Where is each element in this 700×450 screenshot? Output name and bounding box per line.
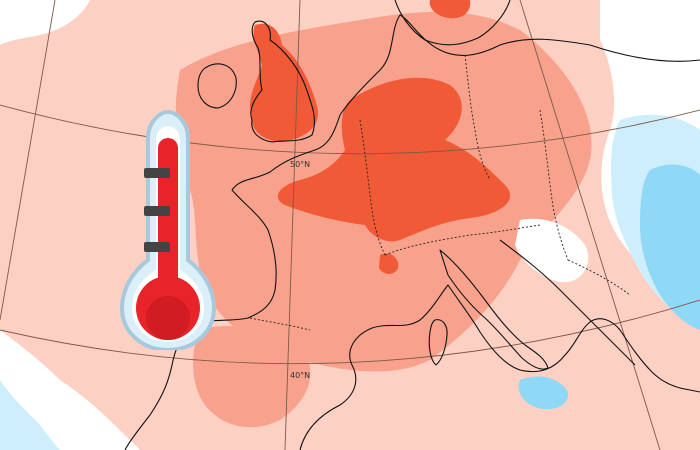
strong-warm-central-europe [277,77,511,242]
cold-region-sicily [518,376,569,410]
coastline-italy [439,249,549,370]
cool-region-north-atlantic [0,0,90,45]
graticule-lat-40 [0,299,700,365]
coastline-corsica-sardinia [428,319,448,366]
coastline-scandinavia [394,0,511,46]
border-east [539,109,569,261]
graticule-lon-east [519,0,661,450]
thermometer-icon [119,110,217,350]
latitude-label-50: 50°N [290,160,310,169]
thermometer-tick-2 [144,206,170,216]
strong-warm-france-spot [379,253,399,274]
graticule-lon-west [0,0,56,321]
coastline-adriatic [499,239,636,366]
cold-region-atlantic [0,380,60,450]
coastline-mediterranean [299,284,700,450]
moderate-warm-iberia [193,325,311,428]
strong-warm-britain [249,23,319,142]
cold-region-east [640,164,700,330]
strong-warm-north-spot [429,0,471,19]
thermometer-tick-3 [144,242,170,252]
graticule-lat-50 [0,104,700,155]
coastline-britain [250,20,315,143]
thermometer-bulb-highlight [146,296,190,340]
border-germany-poland [464,54,491,181]
coastline-ireland [197,63,237,109]
border-spain-france [249,317,311,331]
latitude-label-40: 40°N [290,371,310,380]
border-balkans [567,259,631,296]
border-france-germany [359,119,386,256]
graticule-lon-center [284,0,301,450]
thermometer-tick-1 [144,168,170,178]
